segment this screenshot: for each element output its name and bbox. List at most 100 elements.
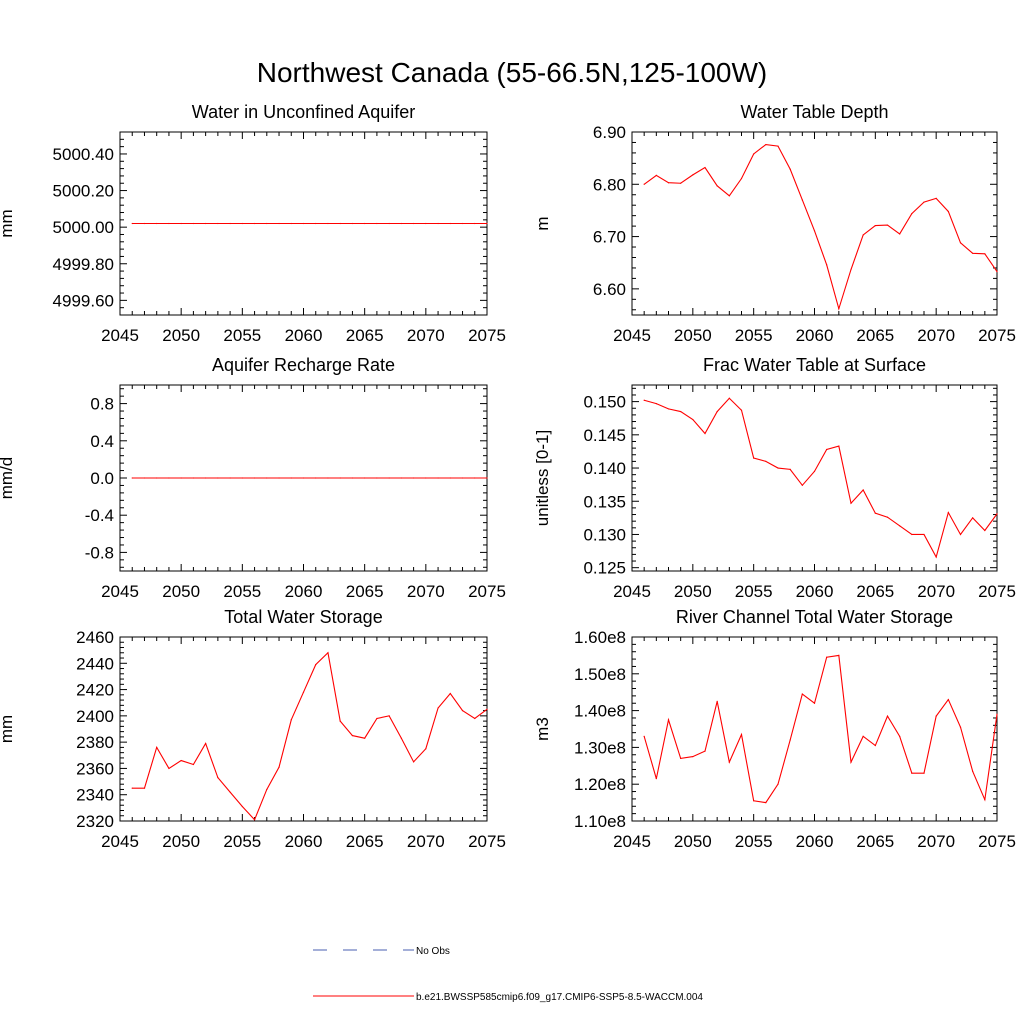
data-point-river-channel-total-water-storage-2070 [935, 715, 937, 717]
data-point-water-in-unconfined-aquifer-2046 [131, 222, 133, 225]
x-tick-label-aquifer-recharge-rate-2070: 2070 [407, 582, 445, 601]
x-tick-label-water-table-depth-2050: 2050 [674, 326, 712, 345]
x-tick-label-total-water-storage-2045: 2045 [101, 832, 139, 851]
data-point-water-table-depth-2056 [765, 143, 767, 146]
data-point-frac-water-table-at-surface-2075 [996, 513, 998, 515]
x-tick-label-water-in-unconfined-aquifer-2075: 2075 [468, 326, 506, 345]
data-point-water-table-depth-2065 [874, 224, 876, 227]
data-point-water-table-depth-2073 [972, 252, 974, 254]
y-tick-label-aquifer-recharge-rate-0: -0.8 [85, 543, 114, 562]
data-point-aquifer-recharge-rate-2072 [449, 477, 451, 479]
data-point-total-water-storage-2068 [400, 737, 402, 739]
data-point-frac-water-table-at-surface-2053 [728, 397, 730, 399]
y-tick-label-water-in-unconfined-aquifer-1: 4999.80 [53, 255, 114, 274]
data-point-frac-water-table-at-surface-2048 [667, 408, 670, 410]
x-tick-label-water-table-depth-2065: 2065 [856, 326, 894, 345]
x-tick-label-aquifer-recharge-rate-2055: 2055 [223, 582, 261, 601]
data-point-river-channel-total-water-storage-2050 [692, 756, 694, 758]
data-point-aquifer-recharge-rate-2057 [266, 477, 268, 479]
data-point-aquifer-recharge-rate-2048 [156, 477, 158, 479]
data-point-river-channel-total-water-storage-2071 [947, 698, 949, 701]
x-tick-label-water-in-unconfined-aquifer-2055: 2055 [223, 326, 261, 345]
data-point-total-water-storage-2050 [180, 759, 182, 762]
data-point-aquifer-recharge-rate-2069 [413, 477, 415, 479]
data-point-river-channel-total-water-storage-2061 [826, 656, 828, 658]
x-tick-label-river-channel-total-water-storage-2075: 2075 [978, 832, 1016, 851]
y-tick-label-aquifer-recharge-rate-2: 0.0 [90, 469, 114, 488]
data-point-water-table-depth-2074 [984, 253, 986, 255]
y-tick-label-river-channel-total-water-storage-4: 1.50e8 [574, 665, 626, 684]
y-axis-label-aquifer-recharge-rate: mm/d [0, 457, 16, 500]
data-point-total-water-storage-2066 [376, 717, 378, 720]
data-point-water-in-unconfined-aquifer-2057 [266, 222, 268, 225]
data-point-water-in-unconfined-aquifer-2048 [156, 222, 158, 225]
data-point-frac-water-table-at-surface-2054 [740, 409, 743, 411]
x-tick-label-water-table-depth-2055: 2055 [735, 326, 773, 345]
data-point-frac-water-table-at-surface-2073 [972, 517, 974, 519]
x-tick-label-water-table-depth-2060: 2060 [796, 326, 834, 345]
data-point-frac-water-table-at-surface-2066 [886, 516, 889, 518]
data-point-aquifer-recharge-rate-2053 [217, 477, 219, 479]
data-point-total-water-storage-2054 [229, 791, 231, 793]
data-point-aquifer-recharge-rate-2055 [241, 477, 243, 479]
x-tick-label-total-water-storage-2070: 2070 [407, 832, 445, 851]
data-point-aquifer-recharge-rate-2054 [229, 477, 231, 479]
data-point-frac-water-table-at-surface-2065 [874, 512, 876, 514]
data-point-total-water-storage-2060 [302, 691, 305, 693]
data-point-aquifer-recharge-rate-2073 [461, 477, 464, 479]
data-point-river-channel-total-water-storage-2052 [716, 700, 718, 703]
data-point-aquifer-recharge-rate-2058 [278, 477, 280, 479]
data-point-river-channel-total-water-storage-2072 [959, 726, 962, 728]
x-tick-label-frac-water-table-at-surface-2045: 2045 [613, 582, 651, 601]
panel-title-river-channel-total-water-storage: River Channel Total Water Storage [676, 607, 953, 627]
x-tick-label-water-table-depth-2075: 2075 [978, 326, 1016, 345]
data-point-water-in-unconfined-aquifer-2073 [461, 222, 464, 225]
data-point-aquifer-recharge-rate-2068 [400, 477, 402, 479]
data-point-frac-water-table-at-surface-2074 [984, 529, 986, 532]
y-tick-label-total-water-storage-7: 2460 [76, 628, 114, 647]
data-point-river-channel-total-water-storage-2058 [789, 739, 791, 741]
x-tick-label-aquifer-recharge-rate-2060: 2060 [285, 582, 323, 601]
plot-frame-water-table-depth [631, 131, 998, 316]
y-tick-label-water-in-unconfined-aquifer-2: 5000.00 [53, 218, 114, 237]
panel-aquifer-recharge-rate: Aquifer Recharge Rate 2045 2050 2055 2060 206… [0, 355, 506, 601]
data-point-total-water-storage-2064 [351, 734, 354, 737]
data-point-frac-water-table-at-surface-2056 [765, 460, 767, 462]
y-tick-label-frac-water-table-at-surface-4: 0.145 [583, 426, 626, 445]
data-point-river-channel-total-water-storage-2047 [655, 778, 657, 780]
data-point-frac-water-table-at-surface-2057 [777, 467, 779, 469]
data-point-total-water-storage-2065 [364, 737, 366, 739]
data-point-river-channel-total-water-storage-2046 [643, 735, 645, 737]
data-point-river-channel-total-water-storage-2069 [923, 772, 925, 774]
y-tick-label-aquifer-recharge-rate-4: 0.8 [90, 395, 114, 414]
data-point-water-in-unconfined-aquifer-2051 [192, 222, 194, 225]
data-point-river-channel-total-water-storage-2074 [984, 799, 986, 801]
panel-water-in-unconfined-aquifer: Water in Unconfined Aquifer 2045 2050 2055 2… [0, 102, 506, 345]
data-point-water-in-unconfined-aquifer-2070 [425, 222, 427, 225]
data-point-aquifer-recharge-rate-2050 [180, 477, 182, 479]
data-point-frac-water-table-at-surface-2047 [655, 403, 657, 405]
data-point-frac-water-table-at-surface-2049 [680, 410, 682, 413]
data-point-total-water-storage-2069 [413, 761, 415, 763]
data-point-water-table-depth-2066 [886, 224, 889, 226]
data-point-water-in-unconfined-aquifer-2062 [327, 222, 329, 225]
y-tick-label-water-table-depth-2: 6.80 [593, 175, 626, 194]
legend-label-model: b.e21.BWSSP585cmip6.f09_g17.CMIP6-SSP5-8… [416, 992, 703, 1003]
x-tick-label-total-water-storage-2055: 2055 [223, 832, 261, 851]
data-point-water-in-unconfined-aquifer-2063 [339, 222, 341, 225]
data-point-total-water-storage-2074 [474, 717, 476, 720]
data-point-water-table-depth-2055 [753, 153, 755, 155]
data-point-water-in-unconfined-aquifer-2067 [388, 222, 390, 225]
data-point-water-in-unconfined-aquifer-2060 [302, 222, 305, 225]
panel-title-aquifer-recharge-rate: Aquifer Recharge Rate [212, 355, 395, 375]
x-tick-label-frac-water-table-at-surface-2050: 2050 [674, 582, 712, 601]
data-point-aquifer-recharge-rate-2064 [351, 477, 354, 479]
data-point-total-water-storage-2057 [266, 788, 268, 791]
data-point-total-water-storage-2047 [143, 787, 146, 789]
y-tick-label-frac-water-table-at-surface-1: 0.130 [583, 525, 626, 544]
data-point-frac-water-table-at-surface-2067 [899, 525, 901, 527]
y-tick-label-total-water-storage-0: 2320 [76, 812, 114, 831]
data-point-water-table-depth-2064 [862, 234, 864, 236]
y-tick-label-frac-water-table-at-surface-5: 0.150 [583, 393, 626, 412]
y-tick-label-total-water-storage-5: 2420 [76, 681, 114, 700]
